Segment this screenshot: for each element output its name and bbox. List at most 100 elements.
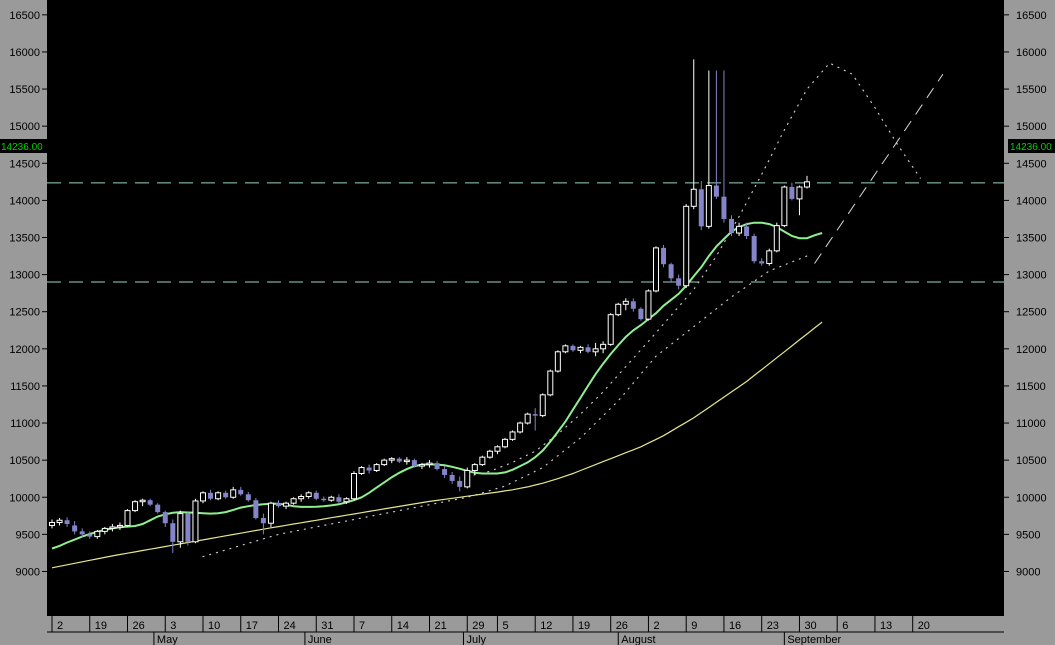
candle [532,408,538,431]
x-tick-label: 9 [691,620,697,632]
y-tick-label-right: 16000 [1016,47,1047,59]
x-tick-label: 20 [918,620,930,632]
candle-body [87,534,93,537]
candle [185,512,191,546]
candle-body [622,300,629,305]
candle [592,342,599,357]
candle-body [517,422,524,433]
candle [336,494,342,504]
candles [49,59,810,553]
candle [449,472,455,484]
candle [200,491,206,504]
candle-body [276,503,281,507]
candle-body [124,510,131,526]
y-tick-label-right: 9500 [1016,529,1040,541]
candle-body [479,456,486,466]
candle [305,491,312,499]
candle [72,521,78,535]
horizontal-levels [47,182,1004,283]
x-tick-label: 7 [359,620,365,632]
candle [683,204,690,288]
candle-body [192,500,199,543]
month-label: June [308,634,332,645]
candle-body [804,181,810,188]
candle-body [403,459,410,463]
candle [744,222,750,239]
candle-body [509,431,516,440]
candle [267,501,274,527]
candle-body [411,460,417,467]
candle [147,498,153,507]
candle-body [539,394,546,417]
candle-body [418,464,425,467]
candle-body [381,459,388,466]
candle-body [434,463,440,470]
candle-body [366,467,372,471]
candle [645,289,652,321]
candle [230,486,237,499]
candle-body [547,370,554,396]
candle-body [713,185,719,197]
candle [638,307,644,321]
price-tag-left: 14236.00 [1,142,43,153]
candle [585,344,591,354]
candle [351,471,357,501]
candle-body [615,303,622,316]
y-axis: 9000 9000 9500 9500 10000 10000 10500 10500 1100… [9,10,1046,579]
x-tick-label: 10 [208,620,220,632]
candle [79,528,85,538]
candle-body [215,492,222,500]
candle-body [94,530,101,538]
candle-body [653,247,659,292]
candle-body [223,492,229,498]
candle-body [139,499,146,503]
candle-body [388,458,395,461]
month-label: July [466,634,486,645]
candle-body [698,189,704,227]
candle-body [524,413,531,424]
y-tick-label-left: 12000 [9,344,40,356]
candle [676,274,682,290]
candle [276,500,281,508]
candle-body [570,345,576,351]
y-tick-label-left: 16000 [9,47,40,59]
candle-body [396,458,402,462]
candle-body [177,513,184,543]
candle-body [170,523,176,542]
candle-body [358,467,365,475]
candle-body [313,492,319,499]
candle-body [736,225,743,234]
candle-body [298,496,305,500]
x-tick-label: 13 [880,620,892,632]
candle [661,244,667,268]
candle [101,526,108,535]
candle [245,492,251,502]
candle [457,476,463,492]
candle [290,497,297,505]
candle-body [532,414,538,416]
candle-body [781,186,788,227]
y-tick-label-right: 13000 [1016,270,1047,282]
candle [759,258,765,266]
x-tick-label: 5 [502,620,508,632]
candle-body [64,520,70,524]
y-tick-label-right: 12500 [1016,307,1047,319]
trend-line [814,73,944,264]
x-axis: 2 19 26 3 10 17 24 31 7 14 21 29 5 12 19 26 2 9 16 23 30 6 13 2… [51,616,930,645]
candle [116,522,123,530]
candle-body [200,492,206,502]
candle [396,457,402,464]
y-tick-label-right: 12000 [1016,344,1047,356]
candle [313,490,319,501]
candle-body [486,450,493,458]
y-tick-label-left: 16500 [9,10,40,22]
y-tick-label-left: 11000 [10,418,40,430]
x-tick-label: 26 [616,620,628,632]
candle-body [56,519,63,523]
x-tick-label: 30 [804,620,816,632]
candle [464,467,471,489]
candle [411,458,417,468]
price-tag-left-bg [0,139,47,153]
candle [502,437,508,449]
